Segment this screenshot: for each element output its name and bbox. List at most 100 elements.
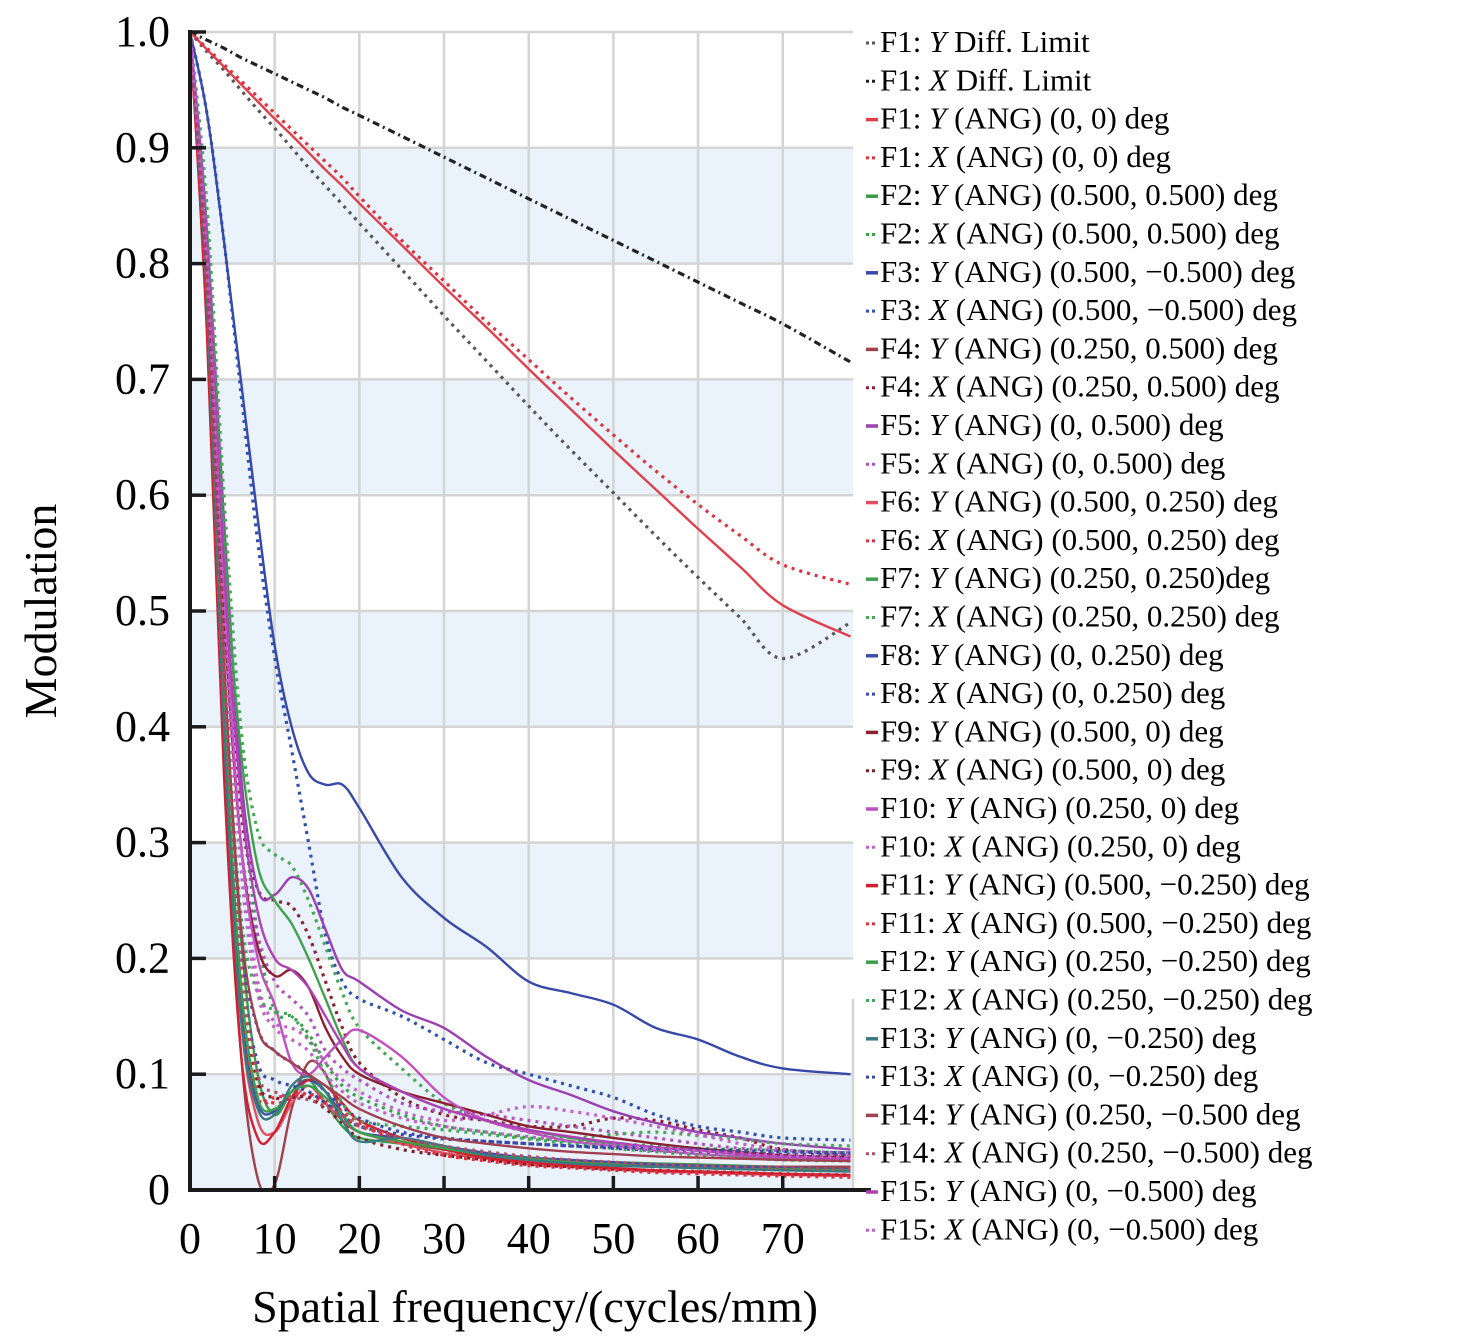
legend-item: F2: X (ANG) (0.500, 0.500) deg xyxy=(866,216,1280,251)
legend-item: F10: Y (ANG) (0.250, 0) deg xyxy=(866,790,1239,825)
legend-label: F4: Y (ANG) (0.250, 0.500) deg xyxy=(880,330,1278,365)
series-line-31 xyxy=(190,31,851,1160)
legend-rest: (ANG) (0.250, −0.250) deg xyxy=(962,943,1311,978)
legend-item: F1: Y (ANG) (0, 0) deg xyxy=(866,101,1169,136)
y-tick-label: 0.7 xyxy=(115,354,170,403)
legend-axis: Y xyxy=(929,637,949,672)
legend-rest: (ANG) (0.500, 0.250) deg xyxy=(946,484,1277,519)
legend-item: F10: X (ANG) (0.250, 0) deg xyxy=(866,828,1241,863)
legend-rest: (ANG) (0, 0.250) deg xyxy=(948,675,1225,710)
series-line-19 xyxy=(190,31,851,1159)
series-line-4 xyxy=(190,30,851,586)
legend-label: F11: X (ANG) (0.500, −0.250) deg xyxy=(880,905,1311,940)
legend-axis: Y xyxy=(929,24,949,59)
x-tick-label: 60 xyxy=(676,1214,720,1263)
x-tick-label: 70 xyxy=(761,1214,805,1263)
legend-axis: Y xyxy=(929,330,949,365)
legend-label: F1: X Diff. Limit xyxy=(880,62,1092,97)
legend-axis: X xyxy=(927,522,949,557)
legend-item: F2: Y (ANG) (0.500, 0.500) deg xyxy=(866,177,1278,212)
legend-label: F14: Y (ANG) (0.250, −0.500 deg xyxy=(880,1096,1300,1131)
legend-field: F1: xyxy=(880,101,929,136)
legend-label: F8: Y (ANG) (0, 0.250) deg xyxy=(880,637,1224,672)
legend-axis: Y xyxy=(945,1096,965,1131)
legend-axis: Y xyxy=(945,1020,965,1055)
legend-item: F12: X (ANG) (0.250, −0.250) deg xyxy=(866,982,1313,1017)
legend-item: F8: Y (ANG) (0, 0.250) deg xyxy=(866,637,1224,672)
legend-label: F7: Y (ANG) (0.250, 0.250)deg xyxy=(880,560,1270,595)
legend-label: F3: Y (ANG) (0.500, −0.500) deg xyxy=(880,254,1295,289)
legend-axis: Y xyxy=(929,484,949,519)
legend-item: F8: X (ANG) (0, 0.250) deg xyxy=(866,675,1225,710)
legend-axis: X xyxy=(927,216,949,251)
legend-rest: (ANG) (0.500, −0.500) deg xyxy=(948,292,1297,327)
legend-field: F5: xyxy=(880,407,929,442)
legend-axis: Y xyxy=(929,407,949,442)
x-tick-label: 10 xyxy=(253,1214,297,1263)
legend-field: F5: xyxy=(880,445,929,480)
legend-rest: (ANG) (0.250, 0.250) deg xyxy=(948,599,1279,634)
y-tick-label: 0.8 xyxy=(115,239,170,288)
legend-axis: X xyxy=(943,982,965,1017)
legend-item: F12: Y (ANG) (0.250, −0.250) deg xyxy=(866,943,1311,978)
legend-rest: (ANG) (0.250, −0.500 deg xyxy=(962,1096,1301,1131)
legend-field: F8: xyxy=(880,637,929,672)
legend-rest: (ANG) (0, 0.500) deg xyxy=(948,445,1225,480)
series-line-3 xyxy=(190,31,852,638)
series-line-30 xyxy=(190,31,851,1171)
legend-item: F4: X (ANG) (0.250, 0.500) deg xyxy=(866,369,1280,404)
legend-rest: (ANG) (0.500, −0.250) deg xyxy=(962,905,1311,940)
legend-field: F15: xyxy=(880,1211,945,1246)
axes xyxy=(188,30,871,1192)
legend-field: F1: xyxy=(880,24,929,59)
legend-item: F6: X (ANG) (0.500, 0.250) deg xyxy=(866,522,1280,557)
legend-rest: (ANG) (0, 0) deg xyxy=(946,101,1169,136)
legend-axis: Y xyxy=(929,177,949,212)
legend-rest: (ANG) (0.250, 0) deg xyxy=(962,790,1239,825)
legend-field: F9: xyxy=(880,713,929,748)
series-line-8 xyxy=(190,31,851,1142)
legend-field: F6: xyxy=(880,484,929,519)
legend-axis: X xyxy=(927,675,949,710)
legend-field: F14: xyxy=(880,1096,945,1131)
legend-axis: X xyxy=(927,599,949,634)
legend-field: F14: xyxy=(880,1135,945,1170)
x-tick-label: 20 xyxy=(337,1214,381,1263)
series-line-27 xyxy=(190,31,851,1173)
legend-label: F8: X (ANG) (0, 0.250) deg xyxy=(880,675,1225,710)
series-layer xyxy=(190,30,852,1192)
legend-rest: Diff. Limit xyxy=(946,24,1090,59)
legend-field: F10: xyxy=(880,790,945,825)
y-tick-label: 0.2 xyxy=(115,933,170,982)
legend-label: F12: Y (ANG) (0.250, −0.250) deg xyxy=(880,943,1311,978)
x-axis-title: Spatial frequency/(cycles/mm) xyxy=(252,1281,818,1332)
legend-rest: (ANG) (0.250, 0.250)deg xyxy=(946,560,1270,595)
legend-field: F13: xyxy=(880,1020,945,1055)
legend-item: F3: X (ANG) (0.500, −0.500) deg xyxy=(866,292,1297,327)
legend-axis: X xyxy=(943,1058,965,1093)
x-tick-label: 50 xyxy=(591,1214,635,1263)
legend-axis: Y xyxy=(929,560,949,595)
legend-label: F10: Y (ANG) (0.250, 0) deg xyxy=(880,790,1239,825)
y-axis-title: Modulation xyxy=(15,504,66,719)
legend-item: F4: Y (ANG) (0.250, 0.500) deg xyxy=(866,330,1278,365)
legend-item: F3: Y (ANG) (0.500, −0.500) deg xyxy=(866,254,1295,289)
background-band xyxy=(190,379,853,496)
legend-field: F4: xyxy=(880,369,929,404)
series-line-1 xyxy=(190,30,852,661)
background-band xyxy=(190,147,853,264)
y-tick-label: 0.5 xyxy=(115,586,170,635)
legend-field: F15: xyxy=(880,1173,945,1208)
legend-axis: X xyxy=(927,139,949,174)
legend-label: F3: X (ANG) (0.500, −0.500) deg xyxy=(880,292,1297,327)
legend-field: F11: xyxy=(880,867,943,902)
legend-item: F5: X (ANG) (0, 0.500) deg xyxy=(866,445,1225,480)
legend-item: F13: Y (ANG) (0, −0.250) deg xyxy=(866,1020,1257,1055)
legend-field: F7: xyxy=(880,599,929,634)
legend-rest: (ANG) (0, −0.500) deg xyxy=(962,1173,1257,1208)
y-tick-label: 0.9 xyxy=(115,123,170,172)
legend-field: F10: xyxy=(880,828,945,863)
y-tick-label: 0.3 xyxy=(115,818,170,867)
legend-label: F15: Y (ANG) (0, −0.500) deg xyxy=(880,1173,1257,1208)
